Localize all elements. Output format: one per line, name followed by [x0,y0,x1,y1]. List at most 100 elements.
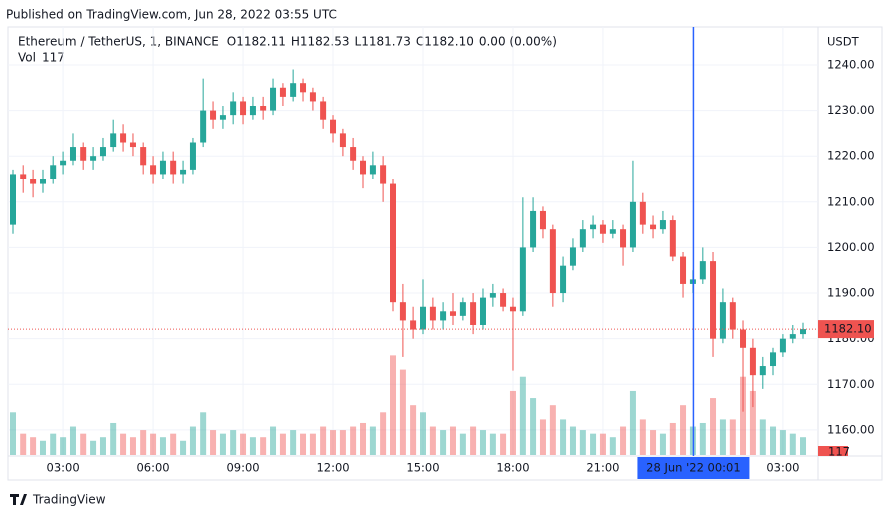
candle-body [759,366,766,376]
volume-bar [330,430,337,455]
volume-bar [410,405,417,455]
candle-body [560,265,567,294]
candle-body [509,306,516,312]
candle-body [800,329,807,335]
candle-body [479,297,486,325]
candle-body [719,302,726,339]
ohlc-key: C [416,35,424,49]
volume-bar [519,376,526,455]
candle-body [260,106,267,111]
published: Published on TradingView.com, Jun 28, 20… [6,8,337,22]
volume-bar [110,422,117,455]
candle-body [530,210,537,248]
volume-bar [710,398,717,455]
change: 0.00 (0.00%) [479,35,557,49]
x-tick-label: 12:00 [316,461,349,475]
volume-bar [779,430,786,455]
candle-body [210,110,217,120]
candle-body [770,352,777,367]
candle-body [779,338,786,353]
volume-bar [390,355,397,455]
candle-body [569,247,576,266]
candle-body [99,147,106,157]
last-volume-label: 117 [828,445,850,459]
volume-bar [200,412,207,455]
volume-bar [300,433,307,455]
candle-body [140,147,147,166]
volume-value: 117 [42,51,65,65]
candle-body [50,165,57,180]
candle-body [330,119,337,134]
candle-body [659,220,666,230]
volume-bar [489,433,496,455]
candle-body [320,101,327,120]
volume-bar [749,390,756,455]
candle-body [680,256,687,284]
volume-bar [719,419,726,455]
volume-bar [60,437,67,455]
volume-bar [800,437,807,455]
volume-bar [180,440,187,455]
crosshair-box [637,457,750,479]
volume-bar [80,433,87,455]
axis-unit: USDT [827,35,860,49]
volume-bar [140,430,147,455]
candle-body [590,224,597,230]
candle-body [270,87,277,111]
x-tick-label: 18:00 [496,461,529,475]
candle-body [669,220,676,257]
candle-body [470,302,477,325]
volume-bar [219,433,226,455]
volume-bar [740,376,747,455]
candle-body [549,229,556,294]
volume-bar [50,433,57,455]
last-volume-box [818,446,848,456]
y-tick-label: 1170.00 [827,377,875,391]
candle-body [789,334,796,339]
candle-body [459,302,466,316]
volume-bar [380,412,387,455]
candle-body [599,224,606,234]
volume-bar [479,430,486,455]
candle-body [440,311,447,321]
volume-bar [20,433,27,455]
candle-body [80,147,87,161]
candle-body [740,329,747,348]
volume-bar [629,390,636,455]
candle-body [189,142,196,170]
volume-bar [459,433,466,455]
volume-bar [230,430,237,455]
candle-body [629,201,636,248]
candle-body [519,247,526,312]
volume-bar [170,433,177,455]
volume-bar [539,419,546,455]
candle-body [380,165,387,184]
volume-bar [620,426,627,455]
last-price-box [818,320,874,339]
x-tick-label: 21:00 [586,461,619,475]
brand: TradingView [32,493,106,507]
volume-bar [39,440,46,455]
candle-body [110,133,117,148]
y-tick-label: 1210.00 [827,194,875,208]
candle-body [609,229,616,234]
candle-body [219,115,226,120]
volume-bar [260,437,267,455]
volume-bar [470,426,477,455]
candle-body [300,83,307,93]
candle-body [620,229,627,248]
volume-bar [609,437,616,455]
volume-bar [579,430,586,455]
y-tick-label: 1200.00 [827,240,875,254]
volume-bar [639,419,646,455]
frame [7,26,883,481]
x-tick-label: 06:00 [136,461,169,475]
candle-body [309,92,316,102]
candle-body [20,174,27,180]
volume-bar [530,398,537,455]
candle-body [489,293,496,298]
volume-bar [770,426,777,455]
candle-body [290,83,297,97]
